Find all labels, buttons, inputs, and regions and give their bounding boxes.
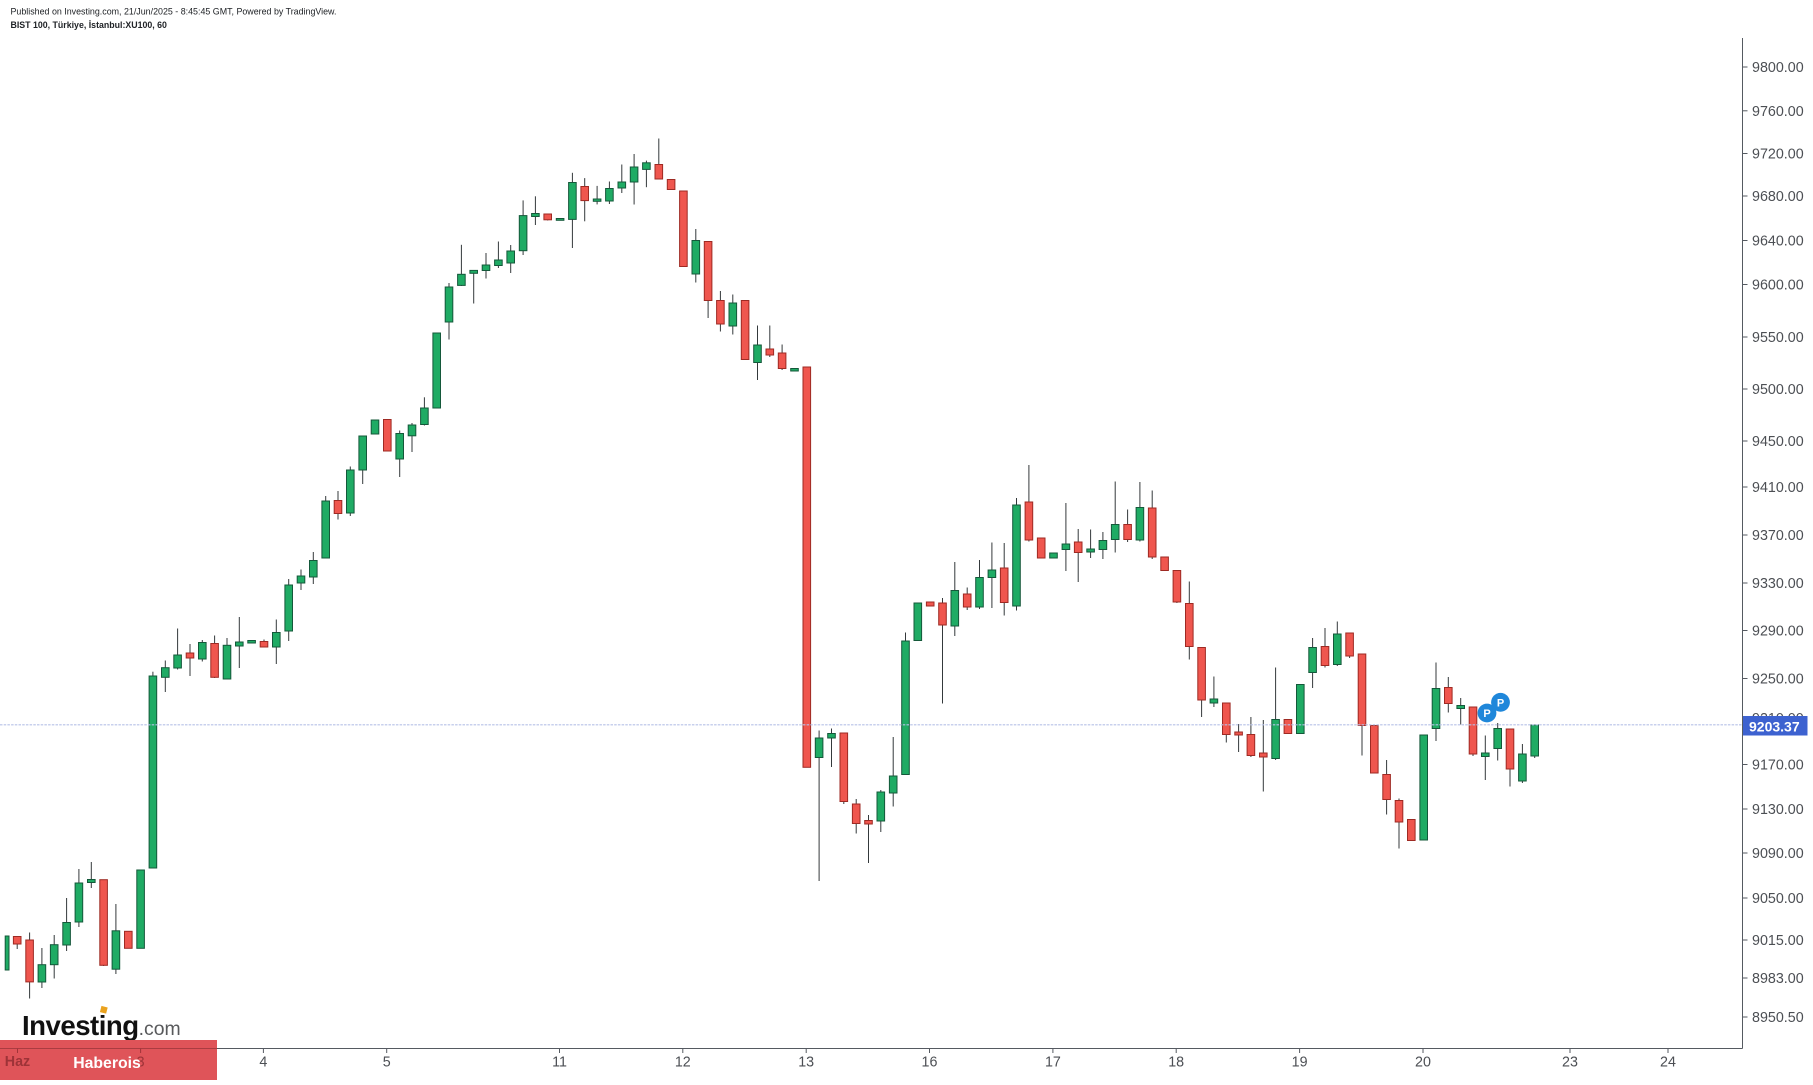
svg-text:4: 4 bbox=[259, 1055, 267, 1071]
svg-text:9130.00: 9130.00 bbox=[1752, 802, 1804, 818]
svg-text:13: 13 bbox=[798, 1055, 814, 1071]
svg-text:Published on Investing.com, 21: Published on Investing.com, 21/Jun/2025 … bbox=[11, 7, 337, 17]
svg-text:24: 24 bbox=[1660, 1055, 1676, 1071]
svg-text:9760.00: 9760.00 bbox=[1752, 104, 1804, 120]
svg-text:9720.00: 9720.00 bbox=[1752, 147, 1804, 163]
svg-text:19: 19 bbox=[1292, 1055, 1308, 1071]
svg-text:Haz: Haz bbox=[5, 1054, 30, 1070]
svg-text:9600.00: 9600.00 bbox=[1752, 278, 1804, 294]
svg-text:12: 12 bbox=[675, 1055, 691, 1071]
svg-text:Haberois: Haberois bbox=[73, 1055, 141, 1072]
svg-text:9170.00: 9170.00 bbox=[1752, 758, 1804, 774]
svg-text:9330.00: 9330.00 bbox=[1752, 576, 1804, 592]
svg-text:9680.00: 9680.00 bbox=[1752, 189, 1804, 205]
svg-text:BIST 100, Türkiye, İstanbul:XU: BIST 100, Türkiye, İstanbul:XU100, 60 bbox=[11, 20, 168, 30]
svg-text:17: 17 bbox=[1045, 1055, 1061, 1071]
svg-text:9640.00: 9640.00 bbox=[1752, 234, 1804, 250]
svg-text:8950.50: 8950.50 bbox=[1752, 1010, 1804, 1026]
svg-text:11: 11 bbox=[552, 1055, 567, 1071]
svg-text:16: 16 bbox=[922, 1055, 938, 1071]
svg-text:3: 3 bbox=[137, 1055, 145, 1071]
svg-text:9500.00: 9500.00 bbox=[1752, 382, 1804, 398]
svg-text:23: 23 bbox=[1562, 1055, 1578, 1071]
svg-text:P: P bbox=[1497, 697, 1504, 709]
svg-text:P: P bbox=[1483, 708, 1490, 720]
svg-text:9050.00: 9050.00 bbox=[1752, 891, 1804, 907]
svg-text:9015.00: 9015.00 bbox=[1752, 933, 1804, 949]
svg-text:8983.00: 8983.00 bbox=[1752, 971, 1804, 987]
svg-text:9450.00: 9450.00 bbox=[1752, 434, 1804, 450]
svg-text:9250.00: 9250.00 bbox=[1752, 672, 1804, 688]
svg-text:9550.00: 9550.00 bbox=[1752, 330, 1804, 346]
svg-text:9410.00: 9410.00 bbox=[1752, 480, 1804, 496]
svg-text:9290.00: 9290.00 bbox=[1752, 624, 1804, 640]
svg-text:9090.00: 9090.00 bbox=[1752, 846, 1804, 862]
svg-text:20: 20 bbox=[1415, 1055, 1431, 1071]
svg-text:9203.37: 9203.37 bbox=[1749, 719, 1800, 735]
svg-text:5: 5 bbox=[383, 1055, 391, 1071]
svg-text:18: 18 bbox=[1168, 1055, 1184, 1071]
svg-text:9800.00: 9800.00 bbox=[1752, 60, 1804, 76]
svg-text:9370.00: 9370.00 bbox=[1752, 528, 1804, 544]
